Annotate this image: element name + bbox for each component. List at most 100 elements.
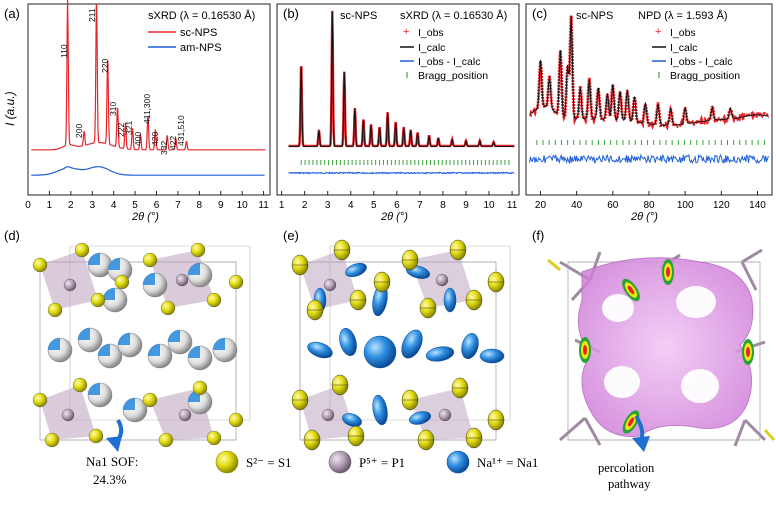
legend-am-nps: am-NPS <box>180 42 222 54</box>
sulfur-atom <box>47 302 63 318</box>
x-tick-label: 0 <box>25 200 31 211</box>
x-tick-label: 120 <box>713 200 730 211</box>
phosphorus-atom <box>178 408 192 422</box>
sulfur-atom <box>44 432 60 448</box>
x-tick-label: 3 <box>325 200 331 211</box>
peak-222: 222 <box>116 123 126 137</box>
x-tick-label: 140 <box>749 200 766 211</box>
x-tick-label: 4 <box>111 200 117 211</box>
x-tick-label: 9 <box>218 200 224 211</box>
ps4-bond <box>733 419 747 447</box>
na-occupancy-wedge <box>123 398 135 410</box>
panel-a-xlabel: 2θ (°) <box>131 211 159 223</box>
na-occupancy-wedge <box>148 344 160 356</box>
x-tick-label: 10 <box>237 200 249 211</box>
panel-f: (f) percolation pathway <box>532 228 776 491</box>
sulfur-atom <box>228 274 244 290</box>
panel-c-sample: sc-NPS <box>576 10 613 22</box>
x-tick-label: 100 <box>677 200 694 211</box>
sulfur-atom <box>142 392 158 408</box>
peak-400: 400 <box>133 132 143 146</box>
sulfur-atom <box>90 292 106 308</box>
na-thermal-ellipsoid <box>363 335 397 369</box>
ps4-bond <box>741 248 763 264</box>
panel-e-label: (e) <box>283 228 299 243</box>
na-occupancy-wedge <box>108 258 120 270</box>
sulfur-atom <box>114 274 130 290</box>
peak-110: 110 <box>59 44 69 58</box>
x-tick-label: 80 <box>643 200 655 211</box>
na-thermal-ellipsoid <box>409 411 431 425</box>
na-thermal-ellipsoid <box>425 346 455 362</box>
panel-b-frame <box>276 3 520 196</box>
sulfur-atom <box>190 242 206 258</box>
sulfur-atom <box>206 430 222 446</box>
panel-f-label: (f) <box>532 228 544 243</box>
series-c-bragg <box>536 140 765 145</box>
panel-c-xlabel: 2θ (°) <box>630 211 658 223</box>
key-sulfur: S²⁻ = S1 <box>246 455 292 470</box>
x-tick-label: 11 <box>507 200 518 211</box>
x-tick-label: 2 <box>68 200 74 211</box>
legend-b-icalc: I_calc <box>418 42 445 54</box>
na-occupancy-wedge <box>103 288 115 300</box>
phosphorus-atom <box>61 408 75 422</box>
sulfur-atom <box>32 392 48 408</box>
x-tick-label: 40 <box>571 200 583 211</box>
panel-d-label: (d) <box>4 228 20 243</box>
x-tick-label: 8 <box>197 200 203 211</box>
phosphorus-atom <box>323 278 337 292</box>
ps4-bond <box>583 417 602 446</box>
legend-c-iobs: I_obs <box>670 27 696 39</box>
peak-431-510: 431,510 <box>176 115 186 146</box>
na-thermal-ellipsoid <box>479 348 505 364</box>
series-c-diff <box>529 153 769 165</box>
panel-e: (e) <box>283 228 511 451</box>
peak-200: 200 <box>74 124 84 138</box>
x-tick-label: 6 <box>394 200 400 211</box>
phosphorus-atom <box>435 273 449 287</box>
panel-b-sample: sc-NPS <box>340 10 377 22</box>
na-thermal-ellipsoid <box>372 394 388 426</box>
sulfur-atom <box>72 377 88 393</box>
x-tick-label: 5 <box>132 200 138 211</box>
sulfur-atom <box>192 380 208 396</box>
na-thermal-ellipsoid <box>345 262 367 278</box>
na-thermal-ellipsoid <box>342 413 362 427</box>
pathway-label-1: percolation <box>598 461 655 475</box>
peak-332: 332 <box>159 141 169 155</box>
na-thermal-ellipsoid <box>339 328 357 356</box>
ps4-bond <box>740 261 758 291</box>
na-occupancy-wedge <box>48 338 60 350</box>
panel-a-ylabel: I (a.u.) <box>3 91 17 126</box>
series-sc-nps <box>31 0 266 151</box>
na-occupancy-wedge <box>118 333 130 345</box>
na1-sof-label: Na1 SOF: <box>86 454 138 469</box>
x-tick-label: 7 <box>175 200 181 211</box>
series-c-icalc <box>529 15 769 126</box>
na-thermal-ellipsoid <box>401 329 423 359</box>
x-tick-label: 2 <box>302 200 308 211</box>
phosphorus-atom <box>175 273 189 287</box>
sulfur-atom <box>142 252 158 268</box>
legend-c-icalc: I_calc <box>670 42 697 54</box>
x-tick-label: 10 <box>483 200 495 211</box>
panel-a-title: sXRD (λ = 0.16530 Å) <box>148 9 255 22</box>
pathway-label-2: pathway <box>608 477 651 491</box>
peak-310: 310 <box>108 102 118 116</box>
key-sodium: Na¹⁺ = Na1 <box>477 455 538 470</box>
x-tick-label: 9 <box>463 200 469 211</box>
ps4-bond <box>743 418 767 442</box>
panel-c-label: (c) <box>532 6 547 21</box>
sulfur-key-icon <box>215 450 239 474</box>
panel-b-label: (b) <box>283 6 299 21</box>
x-tick-label: 60 <box>607 200 619 211</box>
peak-211: 211 <box>87 8 97 22</box>
legend-c-diff: I_obs - I_calc <box>670 56 732 68</box>
na-occupancy-wedge <box>88 383 100 395</box>
x-tick-label: 20 <box>535 200 547 211</box>
legend-b-diff: I_obs - I_calc <box>418 56 480 68</box>
na-occupancy-wedge <box>168 330 180 342</box>
peak-420: 420 <box>150 132 160 146</box>
